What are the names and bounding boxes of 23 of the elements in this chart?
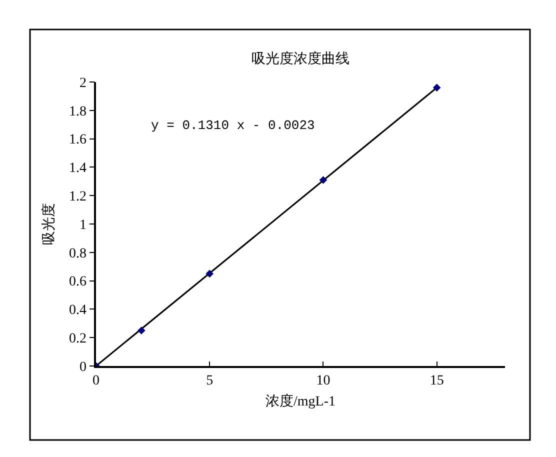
y-axis-title: 吸光度 — [41, 203, 58, 245]
y-tick-label: 1 — [79, 218, 86, 233]
y-tick-label: 1.8 — [68, 104, 86, 120]
point — [206, 270, 214, 278]
x-tick-label: 10 — [316, 374, 330, 389]
point — [432, 84, 441, 92]
x-tick-label: 15 — [430, 374, 444, 389]
y-tick-label: 0.2 — [68, 332, 86, 346]
chart-title: 吸光度浓度曲线 — [252, 50, 350, 67]
y-tick-label: 0.4 — [68, 303, 86, 318]
y-tick-label: 0.8 — [68, 246, 86, 262]
y-tick-label: 2 — [79, 76, 86, 91]
y-tick-label: 1.6 — [68, 132, 86, 148]
point — [319, 176, 328, 184]
x-tick-label: 0 — [92, 374, 100, 389]
y-tick-label: 1.4 — [68, 161, 86, 176]
point — [138, 326, 146, 334]
x-tick-label: 5 — [206, 374, 214, 389]
annotation: y = 0.1310 x - 0.0023 — [151, 118, 315, 133]
y-tick-label: 1.2 — [68, 190, 86, 204]
y-tick-label: 0.6 — [68, 274, 86, 290]
y-tick-label: 0 — [79, 360, 86, 375]
x-axis-title: 浓度/mgL-1 — [266, 393, 336, 410]
